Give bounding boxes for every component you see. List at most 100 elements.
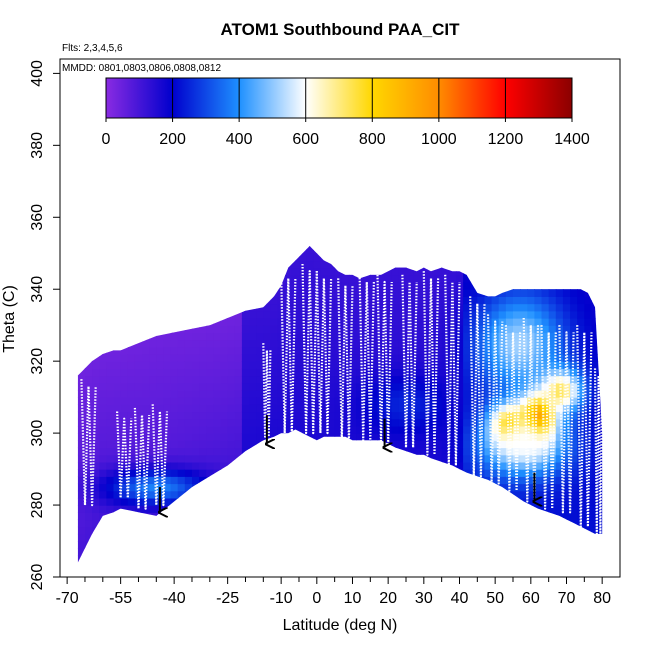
heatmap-cell bbox=[134, 346, 143, 355]
heatmap-cell bbox=[227, 425, 236, 434]
heatmap-cell bbox=[455, 303, 464, 312]
heatmap-cell bbox=[234, 497, 243, 506]
heatmap-cell bbox=[120, 526, 129, 535]
heatmap-cell bbox=[299, 246, 307, 247]
heatmap-cell bbox=[513, 555, 521, 563]
heatmap-cell bbox=[370, 447, 378, 456]
heatmap-cell bbox=[192, 260, 200, 269]
y-tick-label: 320 bbox=[29, 348, 46, 375]
heatmap-cell bbox=[127, 310, 136, 319]
heatmap-cell bbox=[291, 461, 300, 470]
heatmap-cell bbox=[220, 361, 229, 369]
heatmap-cell bbox=[127, 354, 136, 362]
heatmap-cell bbox=[470, 282, 478, 290]
x-tick-label: 60 bbox=[522, 590, 540, 607]
heatmap-cell bbox=[256, 397, 264, 405]
heatmap-cell bbox=[463, 461, 471, 470]
heatmap-cell bbox=[120, 548, 129, 556]
heatmap-cell bbox=[470, 541, 478, 549]
heatmap-cell bbox=[277, 461, 286, 470]
heatmap-cell bbox=[470, 368, 478, 377]
heatmap-cell bbox=[163, 389, 172, 398]
heatmap-cell bbox=[106, 418, 115, 427]
heatmap-cell bbox=[299, 483, 307, 492]
heatmap-cell bbox=[434, 497, 443, 506]
heatmap-cell bbox=[263, 541, 271, 549]
heatmap-cell bbox=[562, 497, 571, 506]
heatmap-cell bbox=[341, 246, 350, 247]
heatmap-cell bbox=[142, 303, 150, 312]
heatmap-cell bbox=[577, 267, 585, 276]
heatmap-cell bbox=[420, 562, 428, 563]
heatmap-cell bbox=[484, 253, 493, 262]
flight-profile bbox=[262, 343, 272, 438]
heatmap-cell bbox=[398, 346, 407, 355]
heatmap-cell bbox=[477, 483, 485, 492]
heatmap-cell bbox=[470, 476, 478, 485]
heatmap-cell bbox=[184, 548, 193, 556]
heatmap-cell bbox=[142, 512, 150, 521]
heatmap-cell bbox=[192, 296, 200, 305]
heatmap-cell bbox=[99, 418, 107, 427]
heatmap-cell bbox=[334, 246, 343, 247]
heatmap-cell bbox=[327, 476, 336, 485]
heatmap-cell bbox=[327, 346, 336, 355]
heatmap-cell bbox=[577, 533, 585, 542]
heatmap-cell bbox=[249, 289, 257, 297]
heatmap-cell bbox=[455, 562, 464, 563]
heatmap-cell bbox=[213, 332, 222, 341]
heatmap-cell bbox=[220, 447, 229, 456]
heatmap-cell bbox=[570, 382, 578, 391]
heatmap-cell bbox=[149, 541, 157, 549]
heatmap-cell bbox=[163, 562, 172, 563]
heatmap-cell bbox=[477, 476, 485, 485]
heatmap-cell bbox=[192, 354, 200, 362]
heatmap-cell bbox=[256, 461, 264, 470]
heatmap-cell bbox=[184, 497, 193, 506]
heatmap-cell bbox=[427, 440, 436, 449]
heatmap-cell bbox=[498, 389, 507, 398]
heatmap-cell bbox=[284, 519, 293, 528]
heatmap-cell bbox=[513, 246, 521, 247]
heatmap-cell bbox=[384, 375, 393, 384]
heatmap-cell bbox=[348, 346, 357, 355]
heatmap-cell bbox=[106, 267, 115, 276]
heatmap-cell bbox=[306, 246, 314, 247]
heatmap-cell bbox=[299, 418, 307, 427]
heatmap-cell bbox=[484, 296, 493, 305]
heatmap-cell bbox=[299, 253, 307, 262]
heatmap-cell bbox=[463, 361, 471, 369]
heatmap-cell bbox=[227, 548, 236, 556]
heatmap-cell bbox=[320, 267, 329, 276]
heatmap-cell bbox=[120, 253, 129, 262]
heatmap-cell bbox=[455, 361, 464, 369]
heatmap-cell bbox=[134, 382, 143, 391]
heatmap-cell bbox=[591, 253, 600, 262]
heatmap-cell bbox=[277, 404, 286, 413]
heatmap-cell bbox=[584, 483, 592, 492]
heatmap-cell bbox=[149, 361, 157, 369]
heatmap-cell bbox=[234, 310, 243, 319]
heatmap-cell bbox=[562, 461, 571, 470]
heatmap-cell bbox=[398, 418, 407, 427]
heatmap-cell bbox=[192, 562, 200, 563]
heatmap-cell bbox=[299, 332, 307, 341]
heatmap-cell bbox=[85, 246, 93, 254]
heatmap-cell bbox=[420, 418, 428, 427]
heatmap-cell bbox=[192, 476, 200, 485]
heatmap-cell bbox=[213, 461, 222, 470]
heatmap-cell bbox=[177, 418, 186, 427]
heatmap-cell bbox=[149, 562, 157, 563]
heatmap-cell bbox=[562, 267, 571, 276]
heatmap-cell bbox=[427, 260, 436, 269]
heatmap-cell bbox=[241, 541, 250, 549]
heatmap-cell bbox=[99, 332, 107, 341]
heatmap-cell bbox=[99, 533, 107, 542]
heatmap-cell bbox=[591, 289, 600, 297]
heatmap-cell bbox=[463, 325, 471, 333]
heatmap-cell bbox=[570, 454, 578, 463]
heatmap-cell bbox=[234, 274, 243, 283]
heatmap-cell bbox=[505, 555, 514, 563]
heatmap-cell bbox=[427, 411, 436, 420]
heatmap-cell bbox=[99, 541, 107, 549]
